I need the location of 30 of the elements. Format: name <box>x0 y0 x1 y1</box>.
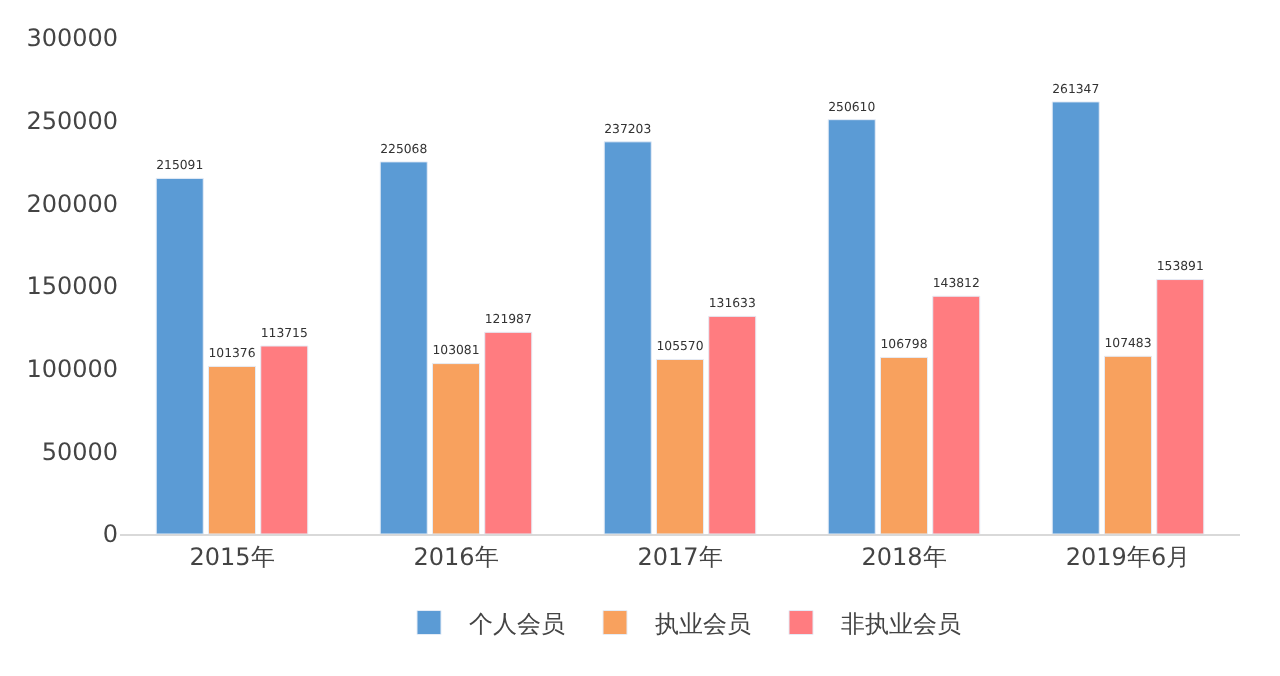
x-tick-label: 2019年6月 <box>1065 542 1191 571</box>
x-tick-label: 2018年 <box>861 542 947 571</box>
bar <box>708 315 757 534</box>
y-tick-label: 100000 <box>26 355 118 384</box>
bar <box>260 345 309 534</box>
bar <box>879 356 929 534</box>
bar <box>1103 355 1153 534</box>
legend-label: 个人会员 <box>469 609 565 638</box>
bar <box>1156 279 1205 534</box>
x-tick-label: 2017年 <box>637 542 723 571</box>
bar <box>431 363 481 534</box>
y-tick-label: 250000 <box>26 107 118 136</box>
bar <box>827 119 876 534</box>
bar <box>1051 101 1100 534</box>
y-tick-label: 50000 <box>41 437 118 466</box>
x-tick-label: 2015年 <box>189 542 275 571</box>
legend-label: 非执业会员 <box>841 609 961 638</box>
y-tick-label: 300000 <box>26 24 118 53</box>
bar <box>655 358 705 534</box>
bar <box>379 161 428 534</box>
x-tick-label: 2016年 <box>413 542 499 571</box>
y-tick-label: 200000 <box>26 189 118 218</box>
y-tick-label: 0 <box>102 520 118 549</box>
bar <box>207 365 257 534</box>
bar <box>484 331 533 534</box>
legend-label: 执业会员 <box>655 609 751 638</box>
y-tick-label: 150000 <box>26 272 118 301</box>
bar <box>155 177 204 534</box>
bar <box>603 141 652 534</box>
bar <box>932 295 981 534</box>
